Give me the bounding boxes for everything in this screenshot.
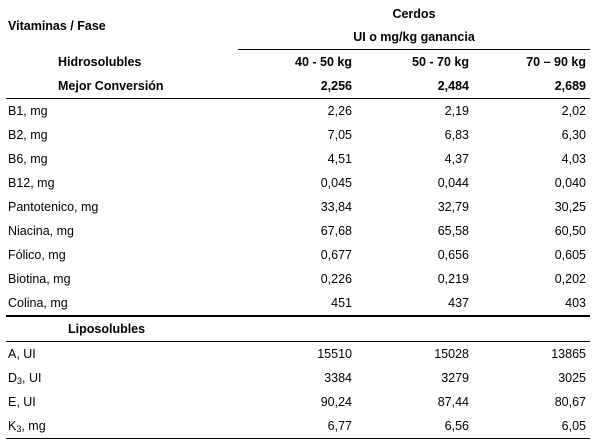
row-value: 65,58 [437,224,469,238]
row-value: 3384 [324,371,352,385]
table-row: Fólico, mg 0,677 0,656 0,605 [6,243,590,267]
row-value: 6,30 [561,128,586,142]
row-value: 15510 [317,347,352,361]
row-label: A, UI [8,347,36,361]
section-liposolubles: Liposolubles [6,315,238,342]
row-value: 451 [331,296,352,310]
row-value: 6,77 [238,414,356,439]
row-value: 0,656 [437,248,469,262]
weight-range-2: 50 - 70 kg [412,55,469,69]
row-label-subscript: 3 [17,376,23,386]
row-label-tail: , UI [22,371,42,385]
table-row: B1, mg 2,26 2,19 2,02 [6,99,590,124]
species-label: Cerdos [392,7,436,21]
row-value: 4,51 [327,152,352,166]
row-label: B2, mg [8,128,48,142]
row-label: B1, mg [8,104,48,118]
row-value: 13865 [551,347,586,361]
table-row: B6, mg 4,51 4,37 4,03 [6,147,590,171]
table-row: Niacina, mg 67,68 65,58 60,50 [6,219,590,243]
row-label: K3, mg [6,414,238,439]
row-value: 60,50 [554,224,586,238]
table-row: E, UI 90,24 87,44 80,67 [6,390,590,414]
row-label: Niacina, mg [8,224,74,238]
row-value: 87,44 [437,395,469,409]
row-value: 0,677 [320,248,352,262]
section-row-liposolubles: Liposolubles [6,315,590,342]
row-value: 2,02 [561,104,586,118]
empty-cell [238,315,356,342]
row-value: 4,37 [444,152,469,166]
conversion-value-3: 2,689 [473,74,590,99]
header-row-weights: Hidrosolubles 40 - 50 kg 50 - 70 kg 70 –… [6,50,590,75]
weight-range-1: 40 - 50 kg [295,55,352,69]
row-value: 6,56 [356,414,473,439]
row-label-subscript: 3 [16,424,22,434]
conversion-label: Mejor Conversión [6,74,238,99]
empty-cell [473,315,590,342]
row-value: 4,03 [561,152,586,166]
row-value: 3025 [558,371,586,385]
row-label: B12, mg [8,176,55,190]
table-row: Biotina, mg 0,226 0,219 0,202 [6,267,590,291]
row-value: 0,202 [554,272,586,286]
vitamin-requirements-table: Vitaminas / Fase Cerdos UI o mg/kg ganan… [6,3,590,439]
row-value: 0,226 [320,272,352,286]
row-value: 403 [565,296,586,310]
row-label: Biotina, mg [8,272,71,286]
table-row: Colina, mg 451 437 403 [6,291,590,316]
empty-cell [356,315,473,342]
row-label-main: D [8,371,18,385]
row-value: 30,25 [554,200,586,214]
weight-range-3: 70 – 90 kg [526,55,586,69]
row-label: Fólico, mg [8,248,66,262]
table-row: D3, UI 3384 3279 3025 [6,366,590,390]
row-value: 2,26 [327,104,352,118]
phase-label: Vitaminas / Fase [8,19,106,34]
row-label: D3, UI [6,366,238,390]
row-value: 15028 [434,347,469,361]
row-value: 0,605 [554,248,586,262]
row-label: E, UI [8,395,36,409]
row-label: Pantotenico, mg [8,200,99,214]
units-label: UI o mg/kg ganancia [238,25,590,50]
row-value: 2,19 [444,104,469,118]
table-row: A, UI 15510 15028 13865 [6,342,590,367]
row-value: 3279 [441,371,469,385]
header-row-species: Vitaminas / Fase Cerdos [6,3,590,33]
row-value: 80,67 [554,395,586,409]
row-value: 0,040 [554,176,586,190]
row-value: 6,83 [444,128,469,142]
table-row: B12, mg 0,045 0,044 0,040 [6,171,590,195]
header-row-conversion: Mejor Conversión 2,256 2,484 2,689 [6,74,590,99]
row-value: 7,05 [327,128,352,142]
conversion-value-2: 2,484 [356,74,473,99]
row-label: Colina, mg [8,296,68,310]
row-label-main: K [8,419,17,433]
row-value: 6,05 [473,414,590,439]
row-value: 437 [448,296,469,310]
row-value: 67,68 [320,224,352,238]
table-row: B2, mg 7,05 6,83 6,30 [6,123,590,147]
row-value: 0,044 [437,176,469,190]
row-label-tail: , mg [21,419,46,433]
conversion-value-1: 2,256 [238,74,356,99]
row-value: 33,84 [320,200,352,214]
row-value: 0,045 [320,176,352,190]
section-hydrosolubles: Hidrosolubles [58,54,142,69]
table-row: K3, mg 6,77 6,56 6,05 [6,414,590,439]
row-label: B6, mg [8,152,48,166]
row-value: 32,79 [437,200,469,214]
row-value: 90,24 [320,395,352,409]
header-row-units: UI o mg/kg ganancia [6,25,590,50]
row-value: 0,219 [437,272,469,286]
table-row: Pantotenico, mg 33,84 32,79 30,25 [6,195,590,219]
